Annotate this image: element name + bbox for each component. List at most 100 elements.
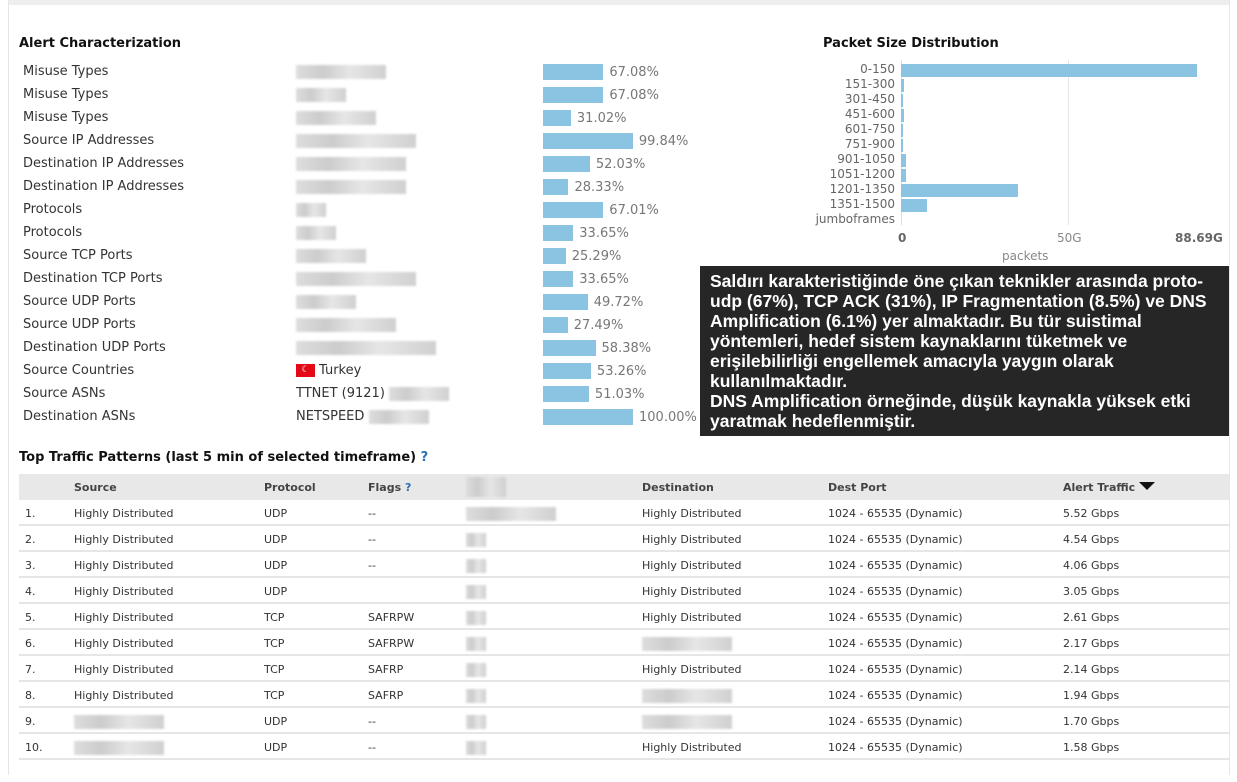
redacted-destination [642,715,732,729]
sort-desc-icon [1139,482,1156,490]
cell-destination: Highly Distributed [642,559,742,572]
cell-traffic: 2.14 Gbps [1063,663,1120,676]
cell-destination: Highly Distributed [642,585,742,598]
table-row[interactable]: 8. Highly Distributed TCP SAFRP 1024 - 65535… [19,682,1229,708]
table-body: 1. Highly Distributed UDP -- Highly Distribu… [19,500,1229,760]
x-tick-max: 88.69G [1175,231,1223,245]
alert-value-cell [296,156,406,171]
table-row[interactable]: 5. Highly Distributed TCP SAFRPW Highly Dist… [19,604,1229,630]
redacted-value [296,87,346,102]
alert-label: Destination UDP Ports [23,340,166,355]
gridline-50g [1068,60,1069,225]
col-protocol[interactable]: Protocol [264,481,316,494]
table-row[interactable]: 7. Highly Distributed TCP SAFRP Highly Distr… [19,656,1229,682]
y-tick-label: 151-300 [844,77,895,91]
packet-bar-1351-1500 [901,199,928,212]
table-row[interactable]: 9. UDP -- 1024 - 65535 (Dynamic) 1.70 Gbps [19,708,1229,734]
cell-n: 7. [25,663,36,676]
cell-port: 1024 - 65535 (Dynamic) [828,559,963,572]
alert-pct: 58.38% [601,341,652,356]
cell-port: 1024 - 65535 (Dynamic) [828,585,963,598]
alert-label: Destination IP Addresses [23,156,185,171]
cell-source: Highly Distributed [74,663,174,676]
col-dest-port[interactable]: Dest Port [828,481,887,494]
turkey-flag-icon: ☾ [296,364,315,377]
cell-flags: -- [368,741,376,754]
redacted-value [368,409,429,424]
cell-n: 1. [25,507,36,520]
alert-pct-bar [543,110,571,126]
packet-bar-301-450 [901,94,903,107]
alert-pct-bar [543,340,596,356]
redacted-value [296,179,406,194]
col-flags[interactable]: Flags ? [368,481,411,494]
redacted-destination [642,689,732,703]
alert-pct-bar [543,294,588,310]
cell-traffic: 1.94 Gbps [1063,689,1120,702]
redacted-header [466,477,506,497]
redacted-value [296,340,436,355]
alert-pct-bar [543,133,633,149]
table-row[interactable]: 2. Highly Distributed UDP -- Highly Distribu… [19,526,1229,552]
alert-value-cell [296,340,436,355]
cell-protocol: UDP [264,585,288,598]
col-destination[interactable]: Destination [642,481,714,494]
cell-port: 1024 - 65535 (Dynamic) [828,741,963,754]
alert-value-cell: ☾ Turkey [296,363,361,378]
alert-pct-bar [543,271,574,287]
y-tick-label: 0-150 [860,62,895,76]
cell-source: Highly Distributed [74,533,174,546]
y-tick-label: 1051-1200 [829,167,895,181]
cell-source: Highly Distributed [74,689,174,702]
cell-protocol: UDP [264,715,288,728]
table-row[interactable]: 6. Highly Distributed TCP SAFRPW 1024 - 6553… [19,630,1229,656]
help-icon[interactable]: ? [420,450,429,465]
alert-pct-bar [543,179,569,195]
cell-protocol: UDP [264,741,288,754]
alert-pct: 52.03% [595,157,646,172]
col-alert-traffic-label: Alert Traffic [1063,481,1136,494]
cell-traffic: 4.54 Gbps [1063,533,1120,546]
alert-pct: 67.08% [609,65,659,80]
caption-overlay: Saldırı karakteristiğinde öne çıkan tekn… [700,266,1229,436]
cell-destination: Highly Distributed [642,741,742,754]
alert-row: Misuse Types 67.08% [23,64,723,86]
redacted-value [296,156,406,171]
cell-flags: -- [368,507,376,520]
table-row[interactable]: 1. Highly Distributed UDP -- Highly Distribu… [19,500,1229,526]
cell-flags: SAFRP [368,689,404,702]
cell-traffic: 3.05 Gbps [1063,585,1120,598]
alert-value: NETSPEED [296,409,365,424]
cell-port: 1024 - 65535 (Dynamic) [828,689,963,702]
packet-bar-451-600 [901,109,904,122]
alert-pct: 27.49% [573,318,624,333]
table-row[interactable]: 3. Highly Distributed UDP -- Highly Distribu… [19,552,1229,578]
table-row[interactable]: 4. Highly Distributed UDP Highly Distribute… [19,578,1229,604]
col-alert-traffic[interactable]: Alert Traffic [1063,481,1156,494]
packet-bar-751-900 [901,139,903,152]
alert-value-cell [296,179,406,194]
cell-source: Highly Distributed [74,559,174,572]
alert-label: Protocols [23,202,83,217]
cell-flags: -- [368,533,376,546]
alert-label: Source IP Addresses [23,133,155,148]
cell-protocol: TCP [264,637,285,650]
caption-line: DNS Amplification örneğinde, düşük kayna… [710,391,1191,431]
y-tick-label: 901-1050 [837,152,895,166]
alert-pct: 53.26% [596,364,647,379]
table-row[interactable]: 10. UDP -- Highly Distributed 1024 - 65535 (… [19,734,1229,760]
cell-source: Highly Distributed [74,507,174,520]
cell-protocol: TCP [264,689,285,702]
top-traffic-title: Top Traffic Patterns (last 5 min of sele… [19,450,428,465]
col-source[interactable]: Source [74,481,117,494]
packet-bar-601-750 [901,124,903,137]
redacted-value [389,386,450,401]
packet-bar-151-300 [901,79,904,92]
cell-port: 1024 - 65535 (Dynamic) [828,663,963,676]
alert-pct-bar [543,64,604,80]
alert-label: Source ASNs [23,386,106,401]
redacted-cell [466,663,486,677]
alert-characterization-title: Alert Characterization [19,36,182,51]
help-icon[interactable]: ? [404,481,412,494]
alert-row: Destination IP Addresses 28.33% [23,179,723,201]
